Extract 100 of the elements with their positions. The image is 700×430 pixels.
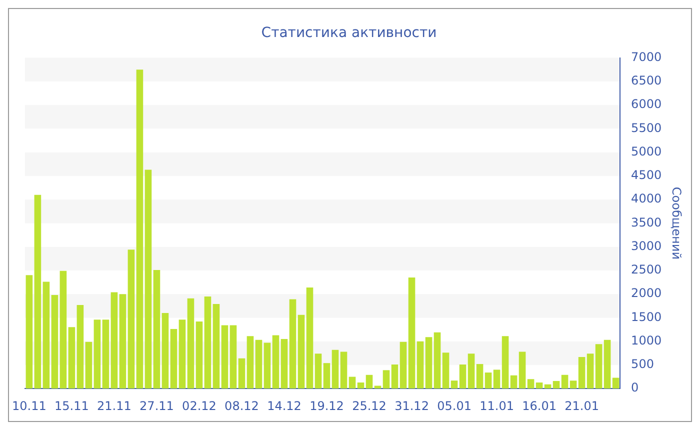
bar [340,352,348,389]
bar [238,358,246,389]
bar [570,380,577,389]
bar [221,325,228,389]
bar [518,352,526,389]
bar [196,321,203,389]
bar [382,370,390,389]
bar [468,354,475,389]
bar [246,336,254,389]
y-tick-label: 5500 [631,120,662,135]
bar [314,354,322,389]
bar [578,356,586,389]
x-tick-label: 05.01 [437,398,472,413]
bar [612,378,620,389]
bar [357,382,364,389]
bar [153,270,160,389]
y-axis-title: Сообщений [670,186,684,260]
bar [450,380,458,389]
bar [595,344,602,389]
bar [170,329,178,389]
bar [76,304,84,389]
bar [527,379,534,389]
bar [128,250,135,389]
y-tick-label: 1000 [631,333,662,348]
y-tick-label: 6500 [631,74,662,88]
bar [493,370,500,389]
bar [425,337,432,389]
bar [306,287,314,389]
x-tick-label: 25.12 [352,398,386,413]
y-tick-label: 6000 [631,97,662,112]
bar [544,384,552,389]
bar [230,325,237,389]
bar [400,342,407,389]
bar [366,374,373,389]
y-tick-label: 0 [631,380,639,395]
y-tick-label: 2500 [631,262,662,277]
bar [476,364,484,389]
chart-title: Статистика активности [261,25,437,42]
y-tick-label: 2000 [631,286,662,300]
y-tick-label: 7000 [631,50,662,64]
bar [34,194,42,389]
bar [212,304,220,389]
bar [391,364,398,389]
bar [510,375,518,389]
bar [102,320,110,389]
bar [561,374,568,389]
bar [68,327,76,389]
bar [204,296,212,389]
y-tick-label: 5000 [631,144,662,158]
bar [323,363,330,389]
bar [136,70,144,389]
bar [442,352,450,389]
x-tick-label: 21.01 [564,398,599,413]
bar [484,372,492,389]
x-tick-label: 21.11 [97,398,132,413]
bar [162,312,169,389]
bar [26,275,33,389]
y-tick-label: 1500 [631,310,662,324]
bar [289,299,296,389]
bar [60,270,67,389]
bar [94,320,101,389]
bar [144,170,152,389]
bar [255,340,262,389]
bar [552,381,560,389]
x-tick-label: 31.12 [394,398,429,413]
x-tick-label: 08.12 [224,398,259,413]
bar [178,320,186,389]
bar [332,350,339,389]
bar [604,340,611,389]
y-tick-label: 4500 [631,168,662,182]
y-tick-label: 500 [631,357,654,372]
bar [408,278,416,389]
bar [85,342,92,389]
bar [119,294,126,389]
bar [110,292,118,389]
bar [434,332,441,389]
x-tick-label: 14.12 [267,398,302,413]
x-tick-label: 15.11 [54,398,89,413]
bar [298,314,305,389]
x-tick-label: 10.11 [12,398,46,413]
bar [536,382,543,389]
x-tick-label: 27.11 [140,398,174,413]
bar [416,341,424,389]
bar [586,354,594,389]
bar [272,335,280,389]
bar [459,364,466,389]
x-tick-label: 16.01 [522,398,556,413]
bar [187,298,194,389]
bar [42,282,50,389]
bar [280,338,288,389]
bar [348,376,356,389]
x-tick-label: 11.01 [480,398,514,413]
bar [264,342,271,389]
x-tick-label: 02.12 [182,398,216,413]
y-tick-label: 3500 [631,215,662,230]
y-tick-label: 3000 [631,238,662,253]
bar [502,336,509,389]
bar [51,295,58,389]
x-tick-label: 19.12 [310,398,344,413]
y-tick-label: 4000 [631,192,662,206]
